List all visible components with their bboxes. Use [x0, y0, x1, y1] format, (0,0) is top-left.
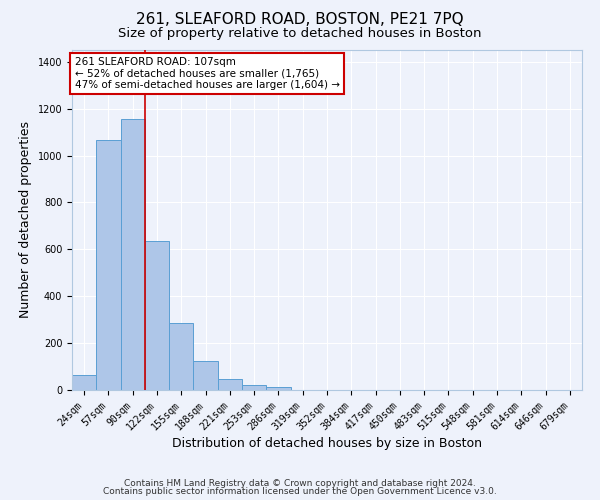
Bar — [96, 140, 121, 390]
Bar — [242, 386, 266, 390]
Text: 261, SLEAFORD ROAD, BOSTON, PE21 7PQ: 261, SLEAFORD ROAD, BOSTON, PE21 7PQ — [136, 12, 464, 28]
Bar — [145, 241, 169, 390]
Bar — [193, 360, 218, 390]
Text: Contains public sector information licensed under the Open Government Licence v3: Contains public sector information licen… — [103, 487, 497, 496]
Bar — [266, 387, 290, 390]
Bar — [218, 378, 242, 390]
Bar — [72, 375, 96, 390]
X-axis label: Distribution of detached houses by size in Boston: Distribution of detached houses by size … — [172, 438, 482, 450]
Text: Size of property relative to detached houses in Boston: Size of property relative to detached ho… — [118, 28, 482, 40]
Y-axis label: Number of detached properties: Number of detached properties — [19, 122, 32, 318]
Bar — [169, 323, 193, 390]
Text: 261 SLEAFORD ROAD: 107sqm
← 52% of detached houses are smaller (1,765)
47% of se: 261 SLEAFORD ROAD: 107sqm ← 52% of detac… — [74, 57, 340, 90]
Bar — [121, 119, 145, 390]
Text: Contains HM Land Registry data © Crown copyright and database right 2024.: Contains HM Land Registry data © Crown c… — [124, 478, 476, 488]
